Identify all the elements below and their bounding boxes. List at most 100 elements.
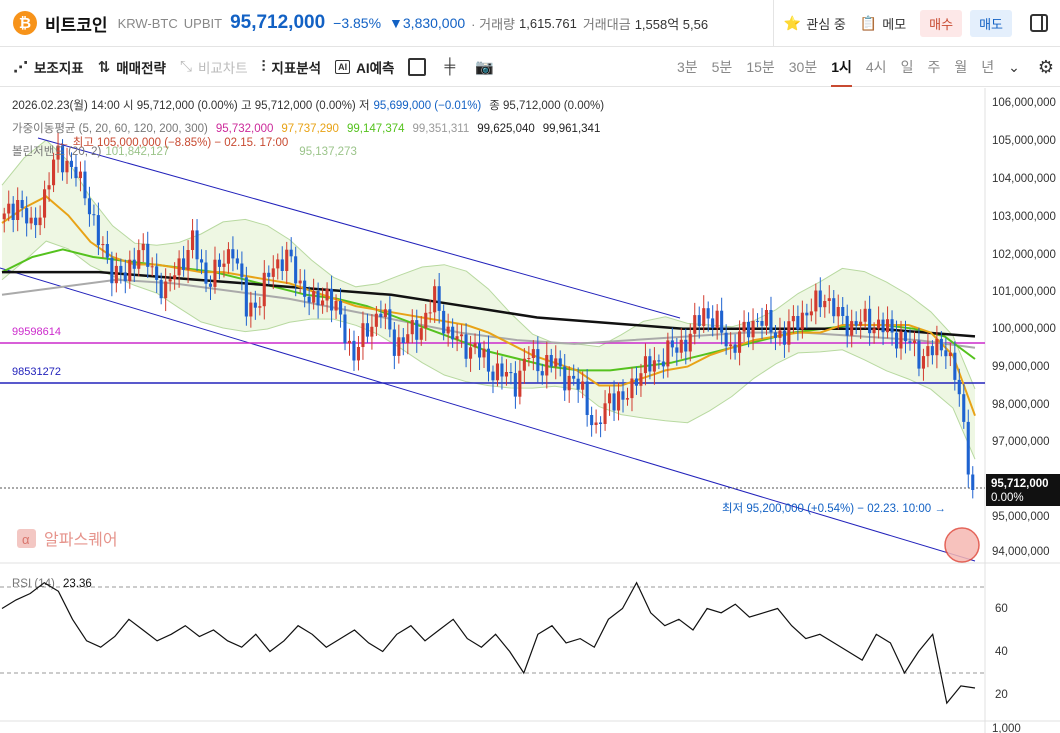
- chart-type-square-icon[interactable]: [408, 57, 427, 76]
- alphasquare-logo-glyph: α: [22, 532, 30, 547]
- volume-label: · 거래량: [471, 16, 515, 32]
- candle-body: [747, 321, 751, 338]
- rsi-tick: 40: [995, 646, 1008, 658]
- timeframe-selector: 3분 5분 15분 30분 1시 4시 일 주 월 년 ⌄ ⚙: [677, 47, 1060, 87]
- candle-body: [141, 243, 145, 251]
- candle-body: [895, 332, 899, 349]
- candle-body: [836, 307, 840, 317]
- tf-3m[interactable]: 3분: [676, 59, 698, 75]
- candle-body: [298, 280, 302, 284]
- candle-body: [16, 200, 20, 220]
- tf-15m[interactable]: 15분: [746, 59, 775, 75]
- candle-body: [903, 331, 907, 342]
- side-panel-icon[interactable]: [1030, 14, 1048, 32]
- rsi-tick: 60: [995, 603, 1008, 615]
- candle-body: [415, 320, 419, 340]
- candle-body: [401, 337, 405, 343]
- candle-body: [966, 421, 970, 475]
- tf-week[interactable]: 주: [927, 59, 941, 75]
- candle-body: [729, 344, 733, 347]
- gear-icon[interactable]: ⚙: [1037, 57, 1054, 77]
- strategy-label: 매매전략: [116, 60, 166, 76]
- candle-body: [773, 332, 777, 338]
- trade-amount-value: 1,558억 5,56: [634, 16, 709, 32]
- channel-lower-line[interactable]: [0, 267, 976, 562]
- candle-body: [720, 310, 724, 333]
- rsi-path: [1, 581, 976, 705]
- analysis-label: 지표분석: [271, 60, 322, 76]
- candles: [2, 132, 975, 499]
- compare-button[interactable]: ⤡ 비교차트: [180, 57, 248, 77]
- candle-body: [294, 256, 298, 284]
- candle-body: [87, 198, 91, 215]
- candle-body: [34, 217, 38, 226]
- screenshot-button[interactable]: 📷: [475, 58, 500, 76]
- candle-body: [69, 160, 73, 167]
- memo-button[interactable]: 📋 메모: [860, 14, 906, 33]
- tf-day[interactable]: 일: [900, 59, 914, 75]
- candle-body: [307, 296, 311, 303]
- alphasquare-logo-icon: [17, 529, 36, 548]
- tf-5m[interactable]: 5분: [711, 59, 733, 75]
- candle-body: [522, 358, 526, 371]
- candle-body: [316, 291, 320, 306]
- candle-body: [208, 283, 212, 287]
- candle-body: [383, 309, 387, 317]
- candle-body: [625, 398, 629, 400]
- candle-body: [478, 343, 482, 358]
- candle-body: [679, 339, 683, 353]
- candle-body: [271, 268, 275, 277]
- tf-30m[interactable]: 30분: [788, 59, 818, 75]
- candle-body: [191, 230, 195, 250]
- price-chart-svg[interactable]: 99598614 98531272 2026.02.23(월) 14:00 시 …: [0, 88, 1060, 733]
- strategy-button[interactable]: ⇅ 매매전략: [98, 57, 166, 77]
- bb-legend: 볼린저밴드 (20, 2) 101,842,127 95,137,273: [12, 145, 357, 158]
- camera-icon: 📷: [475, 58, 494, 76]
- candle-body: [486, 348, 490, 372]
- coin-name[interactable]: 비트코인: [45, 15, 108, 35]
- candle-body: [392, 329, 396, 356]
- tf-1h[interactable]: 1시: [831, 47, 852, 87]
- candle-body: [621, 391, 625, 400]
- chart-area[interactable]: 99598614 98531272 2026.02.23(월) 14:00 시 …: [0, 88, 1060, 733]
- price-tick: 97,000,000: [992, 436, 1050, 448]
- candle-body: [356, 347, 360, 361]
- candle-body: [451, 326, 455, 340]
- buy-button[interactable]: 매수: [920, 9, 963, 37]
- candle-body: [563, 366, 567, 391]
- candle-body: [410, 320, 414, 335]
- candle-body: [890, 319, 894, 333]
- sell-button[interactable]: 매도: [970, 9, 1012, 37]
- candle-body: [347, 340, 351, 344]
- candle-body: [285, 249, 289, 271]
- candle-body: [805, 312, 809, 316]
- chevron-down-icon[interactable]: ⌄: [1008, 59, 1020, 75]
- candle-body: [912, 340, 916, 343]
- price-tick: 94,000,000: [992, 546, 1050, 558]
- candle-body: [460, 334, 464, 337]
- candle-body: [769, 310, 773, 333]
- candle-body: [787, 321, 791, 345]
- watch-button[interactable]: ⭐ 관심 중: [784, 14, 846, 33]
- header-actions: ⭐ 관심 중 📋 메모 매수 매도: [772, 0, 1060, 46]
- channel-upper-line[interactable]: [37, 137, 681, 319]
- candle-body: [764, 310, 768, 326]
- candle-body: [379, 313, 383, 317]
- indicators-button[interactable]: ⋰ 보조지표: [13, 57, 84, 77]
- candle-body: [52, 159, 56, 186]
- analysis-button[interactable]: ⫶ 지표분석: [262, 57, 321, 77]
- candle-body: [733, 344, 737, 353]
- rsi-label: RSI (14): [12, 578, 55, 590]
- tf-month[interactable]: 월: [954, 59, 968, 75]
- memo-icon: 📋: [859, 14, 878, 31]
- tf-4h[interactable]: 4시: [865, 59, 887, 75]
- candle-body: [917, 340, 921, 369]
- candle-body: [948, 352, 952, 357]
- candle-type-button[interactable]: ╪: [444, 58, 461, 75]
- candle-body: [841, 307, 845, 316]
- ai-button[interactable]: AI AI예측: [335, 57, 394, 77]
- candle-body: [886, 319, 890, 333]
- watermark-text: 알파스퀘어: [44, 531, 118, 549]
- candle-body: [114, 265, 118, 284]
- tf-year[interactable]: 년: [981, 59, 995, 75]
